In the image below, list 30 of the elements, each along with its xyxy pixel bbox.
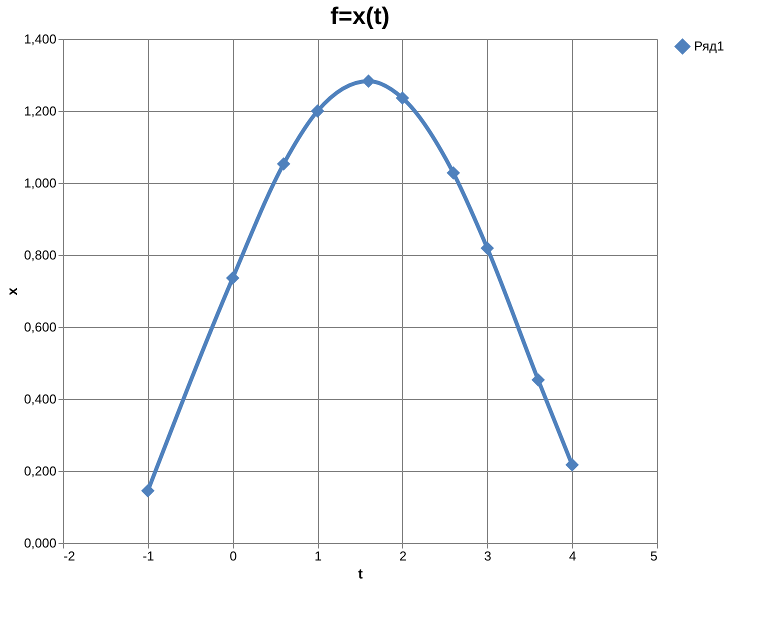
- y-tick-label: 1,200: [24, 104, 56, 118]
- y-tick-label: 0,800: [24, 248, 56, 262]
- point: [396, 91, 410, 105]
- x-tick-label: 2: [399, 548, 407, 564]
- y-tick-label: 1,400: [24, 32, 56, 46]
- x-tick-label: -1: [142, 548, 154, 564]
- point: [226, 271, 240, 285]
- point: [446, 166, 460, 180]
- x-tick-label: 0: [230, 548, 237, 564]
- chart-title: f=x(t): [330, 3, 390, 30]
- y-tick-label: 0,600: [24, 320, 56, 334]
- x-tick-label: 1: [314, 548, 322, 564]
- point: [480, 241, 494, 255]
- point: [362, 74, 376, 88]
- x-tick-label: 3: [484, 548, 492, 564]
- point: [141, 484, 155, 498]
- x-tick-label: 5: [650, 548, 658, 564]
- x-axis-title: t: [358, 566, 364, 582]
- point: [531, 373, 545, 387]
- y-tick-label: 0,400: [24, 392, 56, 406]
- x-tick-label: 4: [569, 548, 576, 564]
- y-tick-label: 1,000: [24, 176, 56, 190]
- y-axis-title: x: [4, 287, 20, 296]
- point: [310, 104, 324, 118]
- x-tick-label: -2: [64, 548, 76, 564]
- point: [565, 458, 579, 472]
- point: [276, 157, 290, 171]
- legend-label: Ряд1: [694, 38, 724, 54]
- y-tick-label: 0,200: [24, 464, 56, 478]
- y-tick-label: 0,000: [24, 536, 56, 550]
